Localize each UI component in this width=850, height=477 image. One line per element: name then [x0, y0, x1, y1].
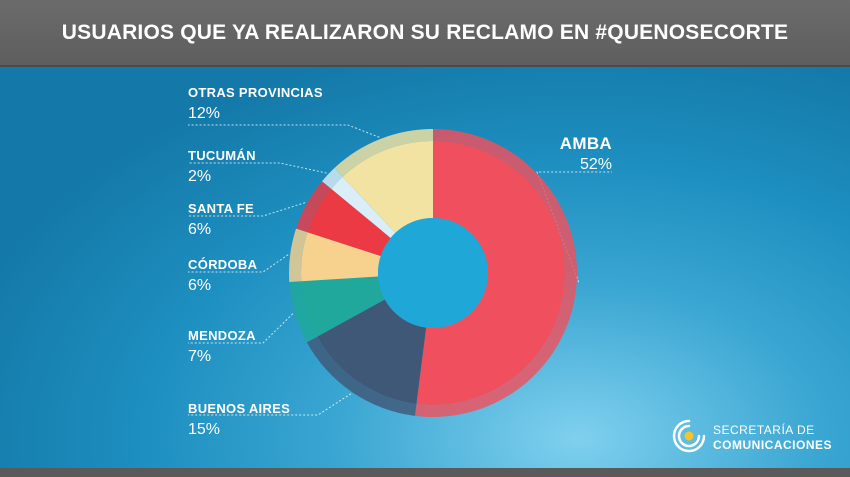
label-amba-value: 52%: [579, 156, 612, 173]
footer-bar: [0, 468, 850, 477]
header-bar: USUARIOS QUE YA REALIZARON SU RECLAMO EN…: [0, 0, 850, 67]
slice-tucuman: [331, 176, 396, 238]
leader-line-santa-fe: [188, 202, 306, 217]
slice-amba: [416, 141, 566, 405]
label-santa-fe-category: SANTA FE: [188, 201, 254, 216]
slice-otras-provincias: [342, 141, 433, 233]
leader-line-otras-provincias: [188, 124, 380, 138]
label-buenos-aires: BUENOS AIRES 15%: [188, 402, 290, 438]
label-santa-fe: SANTA FE 6%: [188, 202, 254, 238]
secretaria-logo-text: SECRETARÍA DE COMUNICACIONES: [713, 424, 832, 451]
label-santa-fe-value: 6%: [188, 221, 212, 238]
label-otras-provincias-category: OTRAS PROVINCIAS: [188, 85, 323, 100]
label-buenos-aires-value: 15%: [188, 421, 221, 438]
label-amba: AMBA 52%: [520, 135, 612, 173]
slice-buenos-aires: [317, 299, 427, 404]
label-tucuman-value: 2%: [188, 168, 212, 185]
label-tucuman-category: TUCUMÁN: [188, 148, 256, 163]
slice-rim-mendoza: [289, 281, 318, 343]
logo-line-2: COMUNICACIONES: [713, 438, 833, 452]
leader-line-cordoba: [188, 254, 289, 273]
slice-rim-cordoba: [289, 228, 308, 283]
slice-santa-fe: [307, 188, 391, 257]
donut-hole: [378, 218, 488, 328]
chart-title: USUARIOS QUE YA REALIZARON SU RECLAMO EN…: [61, 21, 789, 44]
label-mendoza-category: MENDOZA: [188, 328, 256, 343]
label-buenos-aires-category: BUENOS AIRES: [188, 401, 291, 416]
label-otras-provincias-value: 12%: [188, 105, 221, 122]
label-cordoba-value: 6%: [188, 277, 212, 294]
logo-line-1: SECRETARÍA DE: [713, 423, 815, 437]
slice-mendoza: [301, 276, 385, 337]
secretaria-logo: SECRETARÍA DE COMUNICACIONES: [671, 416, 841, 456]
secretaria-logo-icon: [672, 419, 706, 453]
slice-cordoba: [301, 232, 381, 282]
label-cordoba-category: CÓRDOBA: [188, 257, 258, 272]
slice-rim-buenos-aires: [306, 336, 417, 416]
slice-rim-santa-fe: [296, 181, 332, 233]
label-cordoba: CÓRDOBA 6%: [188, 258, 257, 294]
chart-slices: [289, 129, 577, 417]
label-tucuman: TUCUMÁN 2%: [188, 149, 256, 185]
label-otras-provincias: OTRAS PROVINCIAS 12%: [188, 86, 323, 122]
leader-lines: [188, 124, 612, 416]
slice-rim-tucuman: [322, 168, 343, 189]
leader-line-buenos-aires: [188, 393, 352, 416]
leader-line-tucuman: [188, 162, 327, 174]
slice-rim-otras-provincias: [334, 129, 433, 177]
leader-line-mendoza: [188, 313, 294, 344]
label-mendoza: MENDOZA 7%: [188, 329, 256, 365]
leader-line-amba: [536, 171, 612, 283]
label-amba-category: AMBA: [559, 134, 612, 153]
label-mendoza-value: 7%: [188, 348, 212, 365]
